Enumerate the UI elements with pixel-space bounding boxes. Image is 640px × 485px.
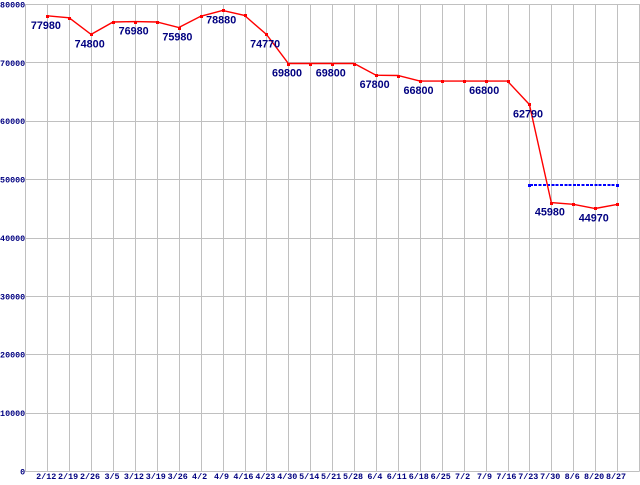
svg-text:74800: 74800 (75, 38, 105, 50)
svg-text:45980: 45980 (535, 207, 565, 219)
svg-text:5/14: 5/14 (299, 472, 319, 480)
svg-text:50000: 50000 (0, 176, 25, 186)
svg-text:4/16: 4/16 (233, 472, 253, 480)
svg-text:44970: 44970 (579, 213, 609, 225)
svg-text:3/19: 3/19 (146, 472, 166, 480)
svg-text:67800: 67800 (360, 79, 390, 91)
svg-text:8/6: 8/6 (565, 472, 580, 480)
svg-text:8/20: 8/20 (584, 472, 604, 480)
svg-text:7/2: 7/2 (455, 472, 470, 480)
svg-text:5/28: 5/28 (343, 472, 363, 480)
svg-text:4/23: 4/23 (255, 472, 275, 480)
svg-text:2/12: 2/12 (36, 472, 56, 480)
svg-text:6/11: 6/11 (387, 472, 407, 480)
svg-text:2/26: 2/26 (80, 472, 100, 480)
svg-text:76980: 76980 (119, 26, 149, 38)
svg-text:7/23: 7/23 (518, 472, 538, 480)
svg-text:7/30: 7/30 (540, 472, 560, 480)
svg-text:66800: 66800 (403, 85, 433, 97)
svg-text:10000: 10000 (0, 409, 25, 419)
svg-text:60000: 60000 (0, 117, 25, 127)
svg-text:3/5: 3/5 (104, 472, 119, 480)
svg-text:2/19: 2/19 (58, 472, 78, 480)
svg-text:30000: 30000 (0, 292, 25, 302)
svg-text:4/30: 4/30 (277, 472, 297, 480)
svg-text:6/25: 6/25 (431, 472, 451, 480)
svg-text:80000: 80000 (0, 0, 25, 10)
svg-text:3/26: 3/26 (168, 472, 188, 480)
svg-text:66800: 66800 (469, 85, 499, 97)
svg-text:62790: 62790 (513, 109, 543, 121)
svg-text:6/18: 6/18 (409, 472, 429, 480)
svg-text:69800: 69800 (272, 68, 302, 80)
svg-text:40000: 40000 (0, 234, 25, 244)
svg-text:7/16: 7/16 (496, 472, 516, 480)
svg-text:77980: 77980 (31, 20, 61, 32)
svg-text:74770: 74770 (250, 39, 280, 51)
svg-text:6/4: 6/4 (367, 472, 382, 480)
svg-text:5/21: 5/21 (321, 472, 341, 480)
svg-text:0: 0 (20, 467, 25, 477)
svg-text:70000: 70000 (0, 59, 25, 69)
svg-text:8/27: 8/27 (606, 472, 626, 480)
svg-text:69800: 69800 (316, 68, 346, 80)
svg-text:7/9: 7/9 (477, 472, 492, 480)
svg-text:75980: 75980 (162, 32, 192, 44)
svg-text:78880: 78880 (206, 15, 236, 27)
svg-text:4/2: 4/2 (192, 472, 207, 480)
svg-text:20000: 20000 (0, 351, 25, 361)
svg-text:3/12: 3/12 (124, 472, 144, 480)
svg-text:4/9: 4/9 (214, 472, 229, 480)
